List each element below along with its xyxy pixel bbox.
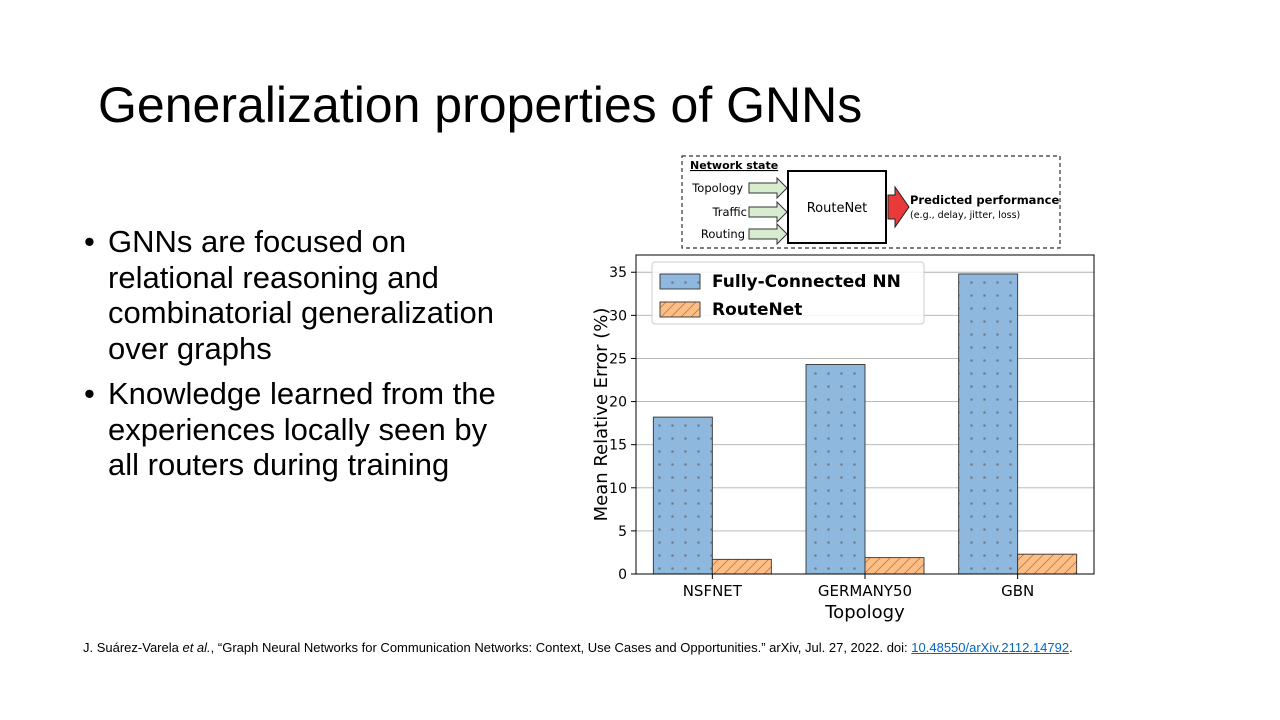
- x-tick-label: GBN: [1001, 582, 1034, 600]
- legend-label: RouteNet: [712, 300, 802, 320]
- input-label-routing: Routing: [701, 227, 745, 241]
- y-tick-label: 20: [609, 395, 627, 411]
- y-tick-label: 35: [609, 265, 627, 281]
- bar-pattern: [652, 416, 713, 575]
- routenet-diagram: Network state Topology Traffic Routing R…: [681, 155, 1061, 249]
- x-axis-label: Topology: [824, 602, 905, 623]
- y-axis-label: Mean Relative Error (%): [591, 308, 612, 522]
- bar-pattern: [805, 364, 866, 575]
- input-arrow-routing: [748, 222, 788, 246]
- network-state-frame: [681, 155, 1061, 249]
- output-title: Predicted performance: [910, 193, 1059, 207]
- network-state-heading: Network state: [690, 159, 778, 172]
- legend-swatch-pattern: [659, 301, 701, 318]
- reference-authors: J. Suárez-Varela: [83, 640, 183, 655]
- bullet-list: GNNs are focused on relational reasoning…: [84, 224, 504, 493]
- y-tick-label: 25: [609, 351, 627, 367]
- bar-pattern: [958, 273, 1019, 575]
- reference-citation: J. Suárez-Varela et al., “Graph Neural N…: [83, 640, 1073, 655]
- bullet-item: GNNs are focused on relational reasoning…: [84, 224, 504, 366]
- reference-doi-link[interactable]: 10.48550/arXiv.2112.14792: [911, 640, 1070, 655]
- input-label-traffic: Traffic: [711, 205, 747, 219]
- bar-pattern: [864, 557, 925, 575]
- y-tick-label: 15: [609, 438, 627, 454]
- y-ticks: 0 5 10 15 20 25 30 35: [609, 265, 636, 583]
- output-arrow: [887, 185, 910, 229]
- input-label-topology: Topology: [691, 181, 743, 195]
- legend-box: [651, 261, 925, 325]
- y-tick-label: 5: [618, 524, 627, 540]
- y-tick-label: 10: [609, 481, 627, 497]
- reference-text: , “Graph Neural Networks for Communicati…: [210, 640, 912, 655]
- legend-swatch-pattern: [659, 273, 701, 290]
- output-subtitle: (e.g., delay, jitter, loss): [910, 210, 1020, 221]
- routenet-box: [787, 170, 887, 244]
- y-tick-label: 0: [618, 567, 627, 583]
- bar-pattern: [1017, 553, 1078, 575]
- x-tick-label: NSFNET: [683, 582, 743, 600]
- bar-chart: 0 5 10 15 20 25 30 35 NSFNET GERMANY50 GBN Mean R…: [591, 254, 1095, 623]
- input-arrow-topology: [748, 176, 788, 200]
- slide-title: Generalization properties of GNNs: [98, 77, 863, 133]
- x-ticks: NSFNET GERMANY50 GBN: [683, 574, 1034, 600]
- reference-etal: et al.: [182, 640, 211, 655]
- legend-label: Fully-Connected NN: [712, 272, 901, 292]
- chart-bars: [652, 273, 1078, 575]
- routenet-box-label: RouteNet: [807, 201, 868, 216]
- y-tick-label: 30: [609, 308, 627, 324]
- chart-legend: Fully-Connected NN RouteNet: [651, 261, 925, 325]
- input-arrow-traffic: [748, 200, 788, 224]
- x-tick-label: GERMANY50: [818, 582, 912, 600]
- bar-pattern: [711, 558, 772, 575]
- bullet-item: Knowledge learned from the experiences l…: [84, 376, 504, 483]
- reference-suffix: .: [1069, 640, 1073, 655]
